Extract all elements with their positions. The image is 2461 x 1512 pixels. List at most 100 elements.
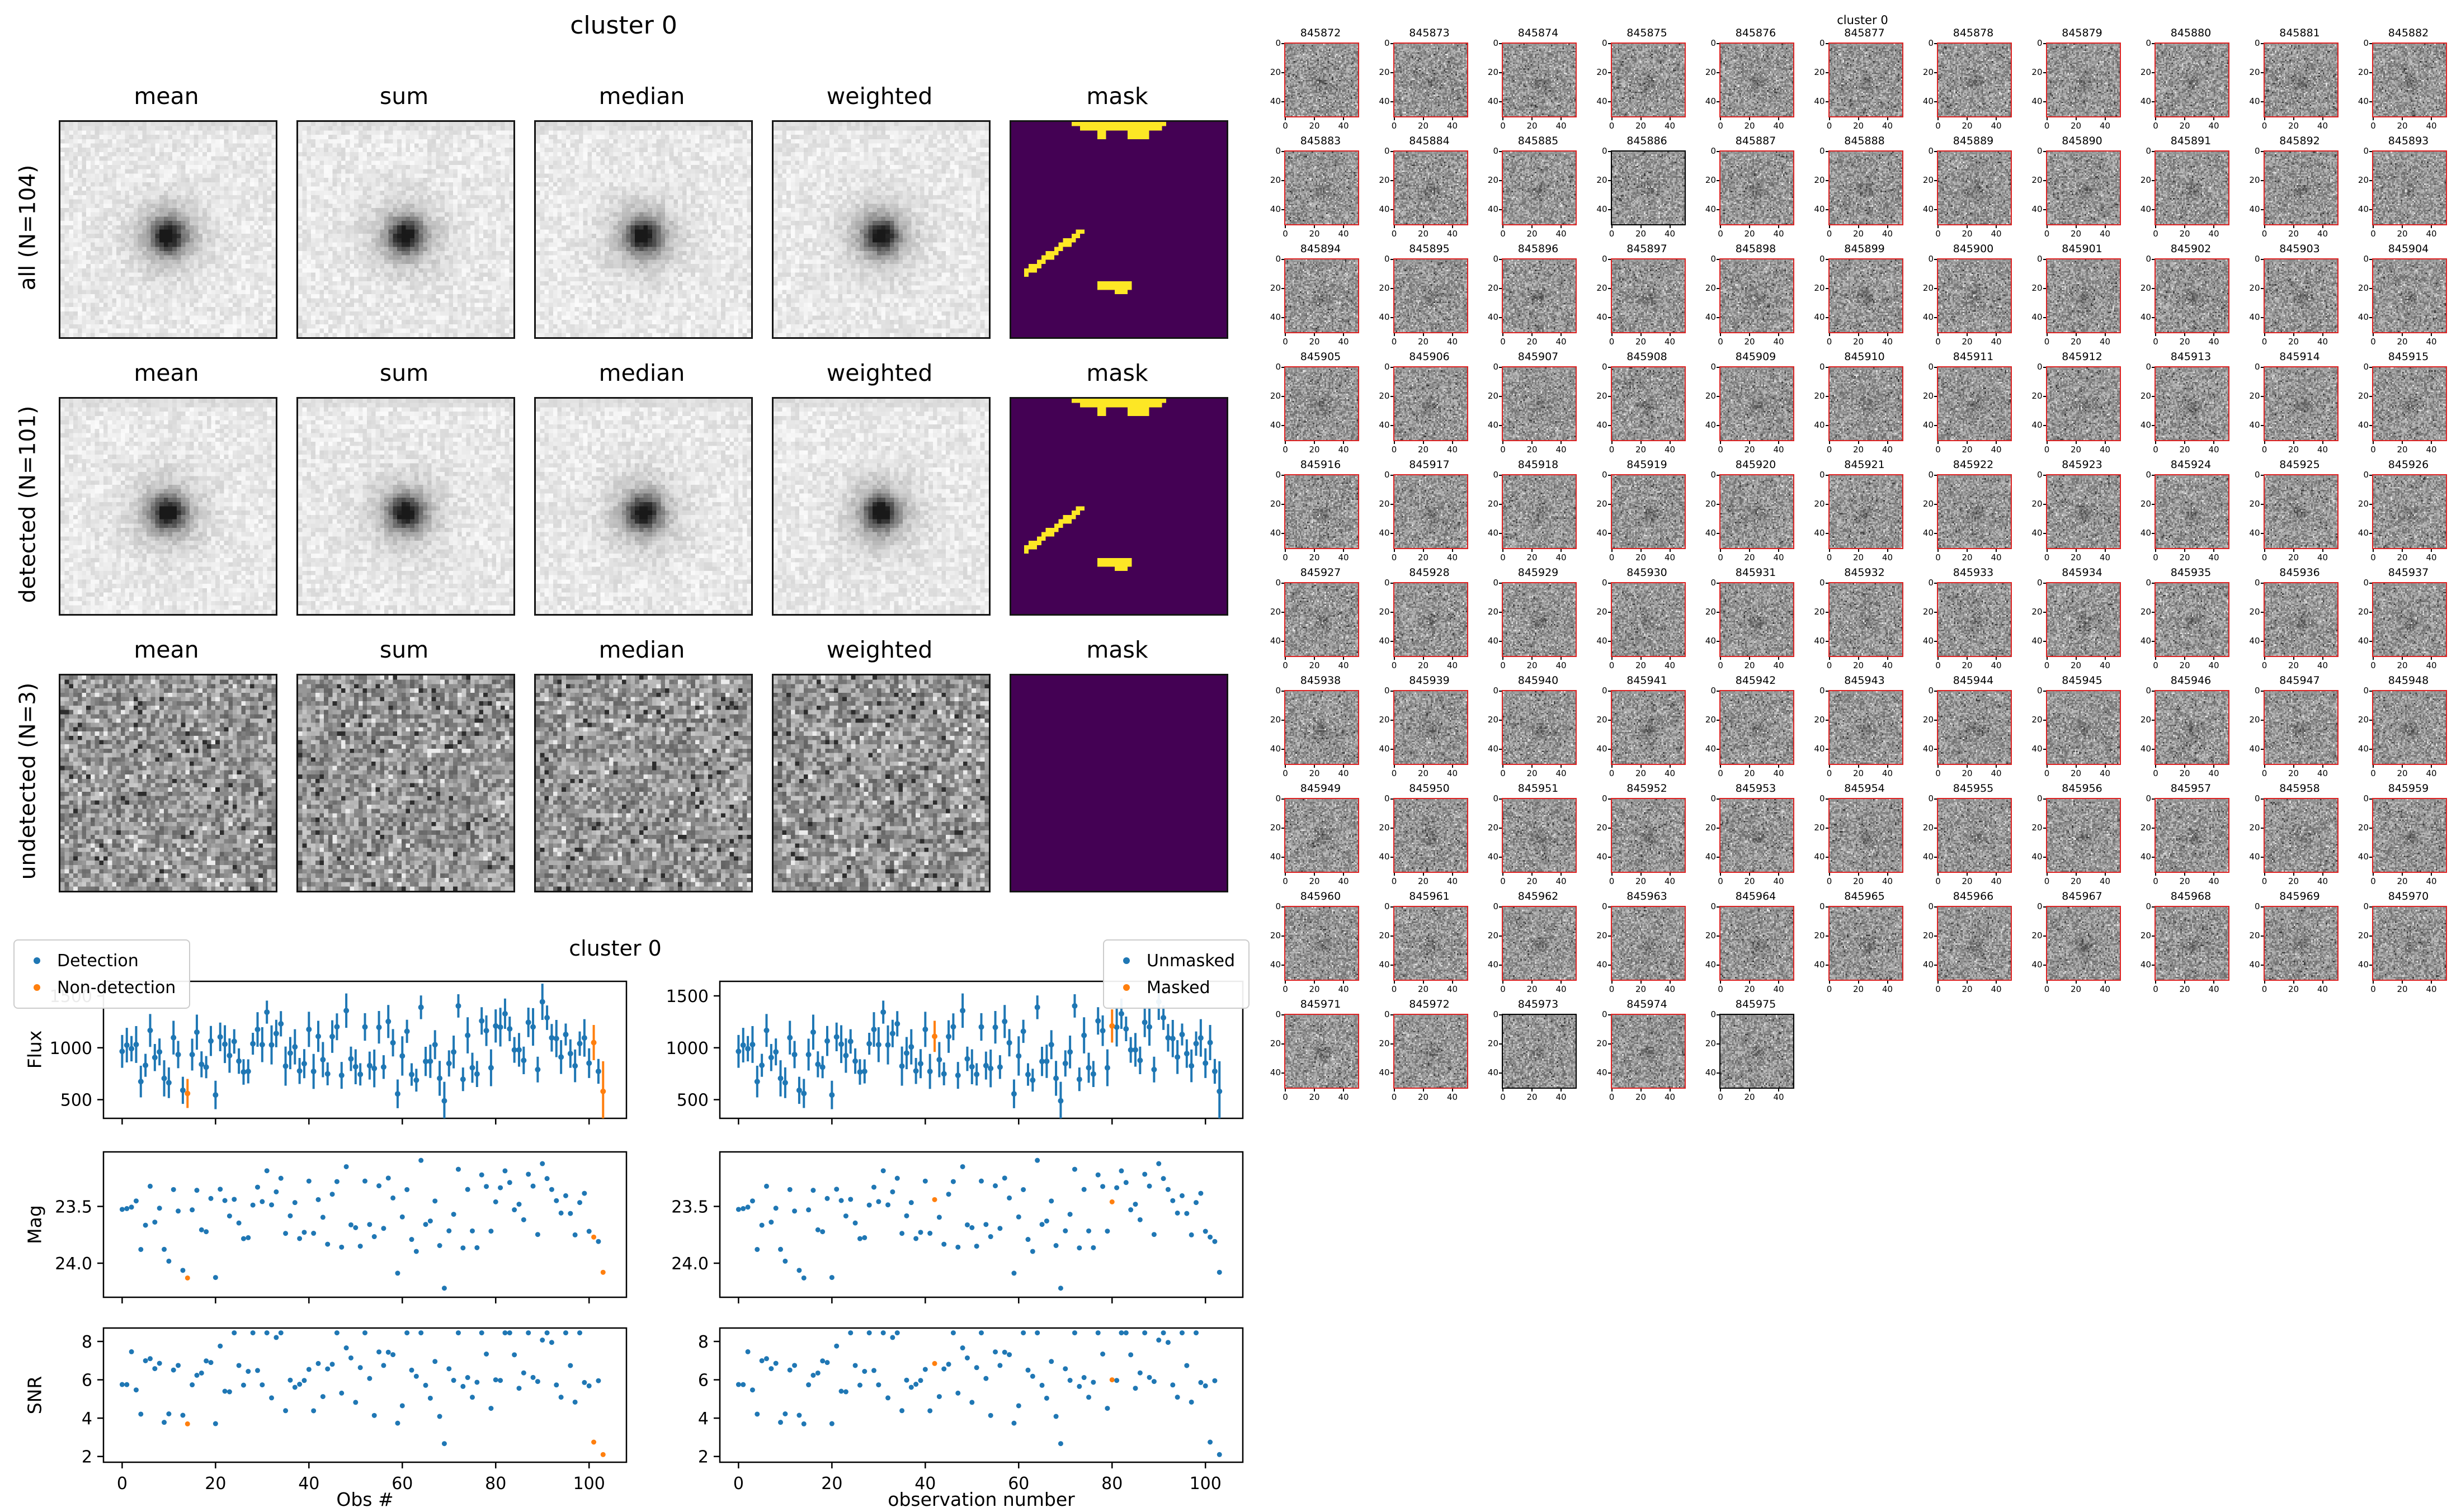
y-tick — [2043, 798, 2046, 800]
x-tick-label: 0 — [2370, 552, 2376, 563]
x-tick — [1611, 549, 1613, 552]
y-tick — [1825, 425, 1828, 426]
y-tick — [1499, 396, 1502, 397]
svg-text:80: 80 — [485, 1474, 506, 1494]
y-tick-label: 20 — [1705, 175, 1716, 185]
x-tick-label: 20 — [2070, 876, 2082, 886]
thumbnail-845885: 845885 0 0 20 20 40 40 — [1482, 134, 1591, 242]
stamp-detected-mean — [59, 397, 277, 616]
thumbnail-title: 845961 — [1409, 890, 1450, 903]
y-tick — [2152, 749, 2154, 750]
y-tick — [2152, 798, 2154, 800]
x-tick-label: 20 — [1417, 1092, 1429, 1102]
y-tick-label: 40 — [1487, 420, 1498, 430]
y-tick — [1825, 180, 1828, 181]
x-tick — [1996, 549, 1997, 552]
thumbnail-845878: 845878 0 0 20 20 40 40 — [1917, 26, 2026, 134]
x-tick-label: 20 — [1309, 121, 1320, 131]
x-tick-label: 0 — [1500, 552, 1506, 563]
thumbnail-stamp — [1284, 150, 1359, 225]
y-tick-label: 0 — [1384, 146, 1390, 156]
thumbnail-title: 845899 — [1844, 243, 1885, 255]
thumbnail-title: 845890 — [2062, 135, 2102, 147]
stamp-all-mask — [1010, 120, 1228, 339]
thumbnail-845921: 845921 0 0 20 20 40 40 — [1808, 457, 1917, 565]
y-tick — [1934, 72, 1937, 73]
x-tick-label: 40 — [2099, 121, 2111, 131]
y-tick — [1607, 720, 1611, 721]
thumbnail-845894: 845894 0 0 20 20 40 40 — [1264, 242, 1373, 349]
x-tick-label: 40 — [1664, 445, 1676, 455]
y-tick-label: 40 — [1596, 96, 1607, 106]
y-tick — [1390, 1014, 1393, 1015]
thumbnail-stamp — [1719, 366, 1794, 441]
thumbnail-stamp — [2154, 798, 2229, 873]
y-tick-label: 20 — [1814, 175, 1825, 185]
y-tick-label: 20 — [1487, 1038, 1498, 1048]
y-tick-label: 0 — [2254, 362, 2260, 372]
x-tick — [1669, 333, 1671, 336]
y-tick-label: 20 — [1487, 283, 1498, 293]
x-tick — [2402, 657, 2403, 660]
thumbnail-845905: 845905 0 0 20 20 40 40 — [1264, 349, 1373, 457]
y-tick-label: 0 — [1601, 38, 1607, 48]
y-tick-label: 20 — [1487, 715, 1498, 725]
y-tick — [2152, 101, 2154, 102]
y-tick — [2043, 288, 2046, 289]
y-tick — [2043, 533, 2046, 534]
y-tick-label: 20 — [1922, 607, 1934, 617]
x-tick — [1778, 981, 1779, 984]
y-tick — [1934, 691, 1937, 692]
y-tick-label: 20 — [1270, 607, 1281, 617]
y-tick-label: 20 — [2249, 715, 2260, 725]
svg-text:24.0: 24.0 — [55, 1254, 92, 1274]
x-tick-label: 40 — [1664, 768, 1676, 778]
svg-text:8: 8 — [698, 1333, 709, 1352]
x-tick — [1285, 1089, 1286, 1092]
x-tick — [2184, 765, 2185, 768]
y-tick-label: 0 — [2146, 686, 2151, 696]
y-tick-label: 0 — [1819, 362, 1825, 372]
column-header-sum: sum — [379, 83, 429, 110]
thumbnail-title: 845959 — [2388, 782, 2429, 795]
x-tick — [2322, 549, 2323, 552]
x-tick-label: 0 — [2044, 876, 2050, 886]
x-tick — [2213, 225, 2214, 228]
y-tick — [2152, 641, 2154, 642]
x-tick — [2402, 441, 2403, 444]
thumbnail-title: 845933 — [1953, 566, 1994, 579]
x-tick — [1887, 441, 1888, 444]
y-tick-label: 0 — [1601, 254, 1607, 264]
y-tick-label: 40 — [1922, 96, 1934, 106]
thumbnail-845937: 845937 0 0 20 20 40 40 — [2352, 565, 2461, 673]
thumbnail-title: 845951 — [1517, 782, 1559, 795]
y-tick — [2260, 720, 2264, 721]
y-tick — [1390, 209, 1393, 210]
y-tick-label: 0 — [1275, 793, 1281, 804]
y-tick-label: 0 — [1819, 254, 1825, 264]
y-tick — [1281, 425, 1284, 426]
y-tick — [2152, 475, 2154, 476]
x-tick — [1531, 873, 1533, 876]
thumbnail-title: 845974 — [1626, 998, 1667, 1010]
x-tick-label: 40 — [1664, 660, 1676, 670]
x-tick — [1611, 225, 1613, 228]
y-tick — [1607, 259, 1611, 260]
y-tick-label: 20 — [2249, 283, 2260, 293]
y-tick-label: 40 — [1487, 1067, 1498, 1078]
y-tick — [2369, 101, 2372, 102]
thumbnail-845879: 845879 0 0 20 20 40 40 — [2026, 26, 2135, 134]
x-tick — [1393, 1089, 1395, 1092]
y-tick — [1607, 1043, 1611, 1045]
y-tick — [1281, 101, 1284, 102]
x-tick — [2155, 873, 2156, 876]
svg-text:8: 8 — [82, 1333, 92, 1352]
x-tick — [2322, 441, 2323, 444]
x-tick — [2373, 549, 2374, 552]
x-tick-label: 20 — [1309, 337, 1320, 347]
y-tick — [1390, 691, 1393, 692]
y-tick — [2043, 209, 2046, 210]
thumbnail-title: 845963 — [1626, 890, 1667, 903]
x-tick-label: 40 — [2208, 229, 2219, 239]
x-tick-label: 20 — [1852, 660, 1864, 670]
